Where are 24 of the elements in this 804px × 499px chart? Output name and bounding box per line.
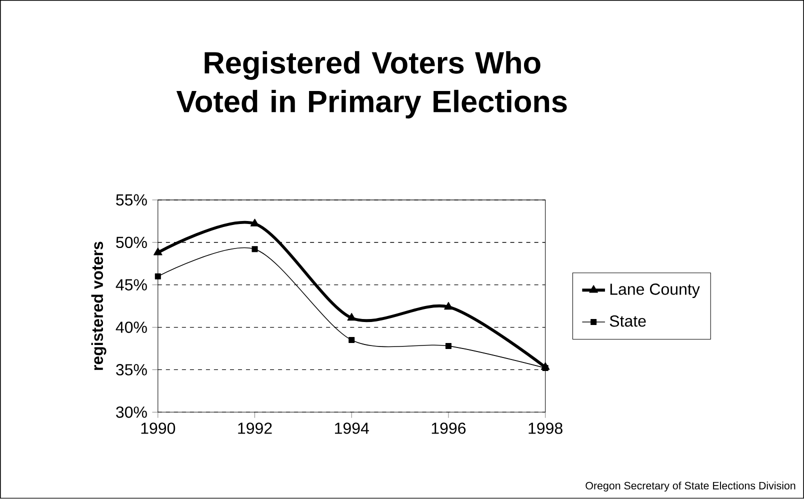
point xyxy=(154,248,162,256)
legend-label: Lane County xyxy=(610,284,700,298)
y-tick-label: 40% xyxy=(116,322,147,334)
text: Oregon Secretary of State Elections Division xyxy=(586,482,796,492)
y-tick-label: 55% xyxy=(116,194,147,206)
legend-label: State xyxy=(610,316,646,327)
point xyxy=(542,365,548,372)
point xyxy=(154,274,161,280)
point xyxy=(347,313,356,321)
point xyxy=(445,343,452,350)
y-tick-label: 30% xyxy=(116,406,147,418)
x-tick-label: 1992 xyxy=(238,422,272,434)
point xyxy=(444,302,453,310)
x-tick-label: 1996 xyxy=(432,422,466,434)
y-axis-title: registered voters xyxy=(91,242,106,370)
x-tick-label: 1990 xyxy=(141,422,176,434)
y-tick-label: 35% xyxy=(116,364,147,376)
point xyxy=(252,246,258,252)
x-tick-label: 1998 xyxy=(528,422,562,434)
y-tick-label: 45% xyxy=(116,279,147,291)
y-tick-label: 50% xyxy=(116,236,147,248)
x-tick-label: 1994 xyxy=(335,422,369,434)
chart-title: Registered Voters Who Voted in Primary Elections xyxy=(176,51,567,119)
point xyxy=(348,337,355,344)
